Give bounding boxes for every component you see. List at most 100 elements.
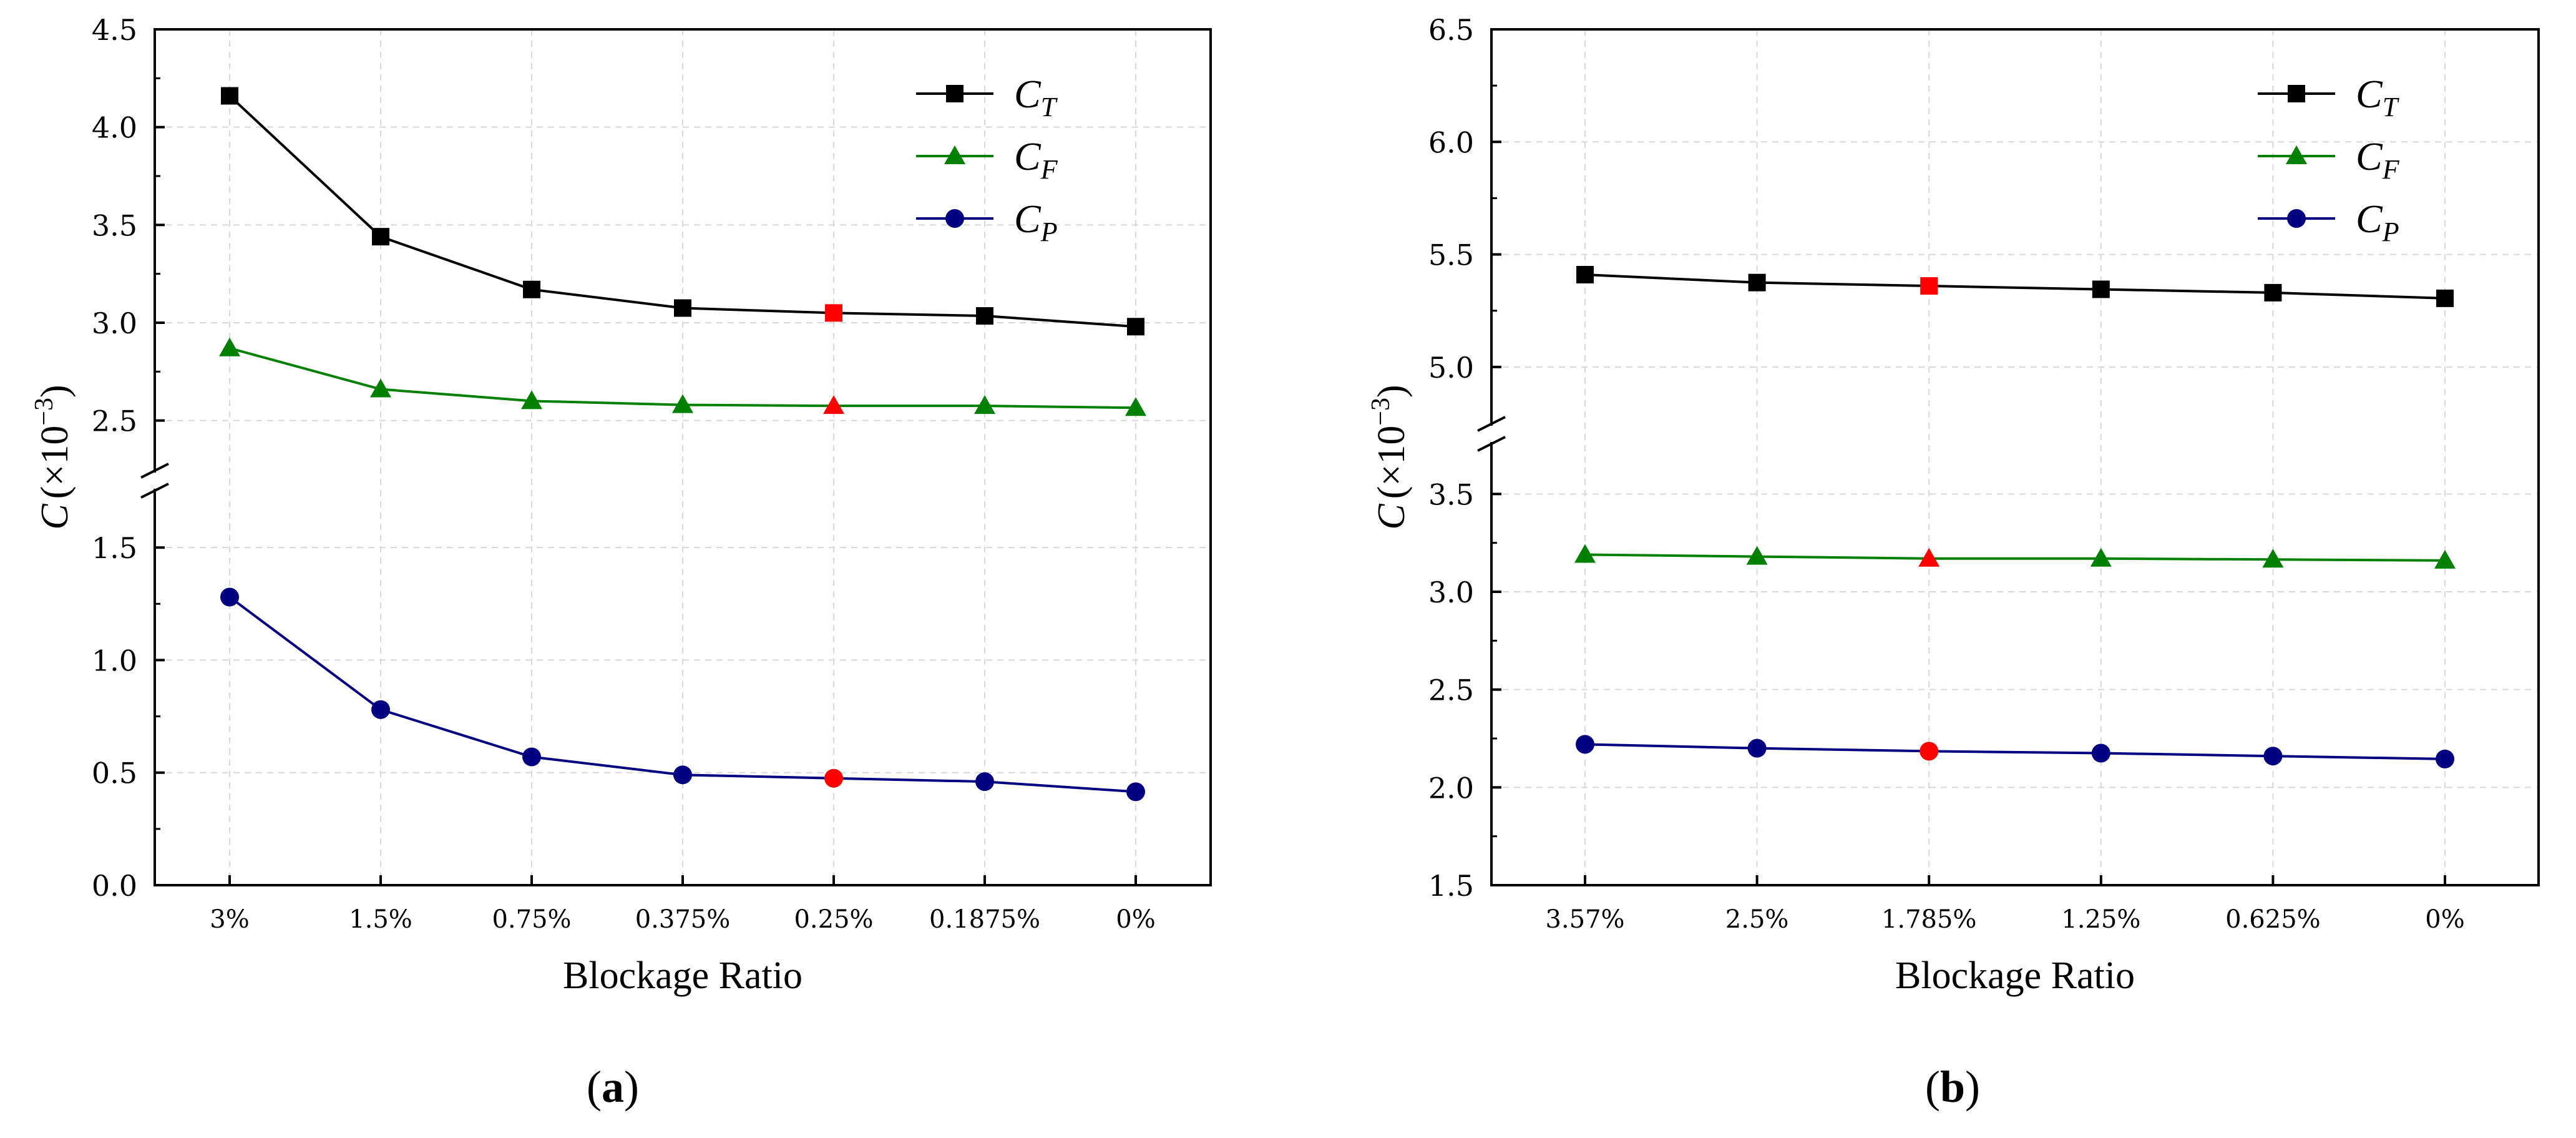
- y-axis-title-exponent: −3: [30, 398, 59, 426]
- data-point-T: [1576, 266, 1594, 284]
- y-tick-label: 5.5: [1428, 238, 1474, 272]
- y-axis-title: C (×10−3): [30, 385, 76, 529]
- y-tick-label: 6.5: [1428, 13, 1474, 47]
- data-point-T: [2092, 280, 2110, 298]
- data-point-F: [1125, 397, 1146, 416]
- legend-label-subscript: F: [2382, 154, 2400, 185]
- data-point-F: [1918, 547, 1940, 567]
- series-line-F: [1584, 553, 2446, 562]
- x-tick-label: 0.375%: [635, 905, 731, 934]
- data-point-P: [2436, 749, 2454, 768]
- y-tick-label: 1.5: [1428, 869, 1474, 903]
- y-tick-label: 4.5: [92, 13, 137, 47]
- y-tick-label: 2.0: [1428, 771, 1474, 805]
- data-point-P: [522, 747, 541, 767]
- y-axis-title-exponent: −3: [1367, 398, 1395, 426]
- legend-label: CF: [2356, 134, 2400, 185]
- data-point-P: [2263, 747, 2283, 766]
- data-point-F: [1746, 546, 1768, 565]
- data-point-T: [825, 304, 842, 322]
- data-point-P: [2091, 743, 2110, 763]
- x-tick-label: 3.57%: [1545, 905, 1624, 934]
- x-tick-label: 0.625%: [2225, 905, 2321, 934]
- data-point-F: [521, 390, 542, 410]
- y-axis-title-close: ): [1370, 385, 1413, 398]
- series-line-T: [1584, 273, 2446, 300]
- data-point-P: [1920, 742, 1939, 761]
- legend-label: CF: [1014, 134, 1058, 185]
- data-point-T: [372, 228, 389, 246]
- legend-label-symbol: C: [1014, 134, 1042, 179]
- data-point-P: [220, 587, 239, 607]
- data-point-F: [370, 378, 391, 398]
- legend-marker: [946, 85, 964, 102]
- data-point-T: [2436, 289, 2454, 307]
- data-point-P: [1747, 738, 1767, 758]
- axis-break-mark: [140, 463, 169, 479]
- data-point-F: [1574, 544, 1596, 563]
- y-axis-title-close: ): [34, 385, 76, 398]
- y-axis-title-unit: (×10: [34, 426, 76, 499]
- legend-marker: [944, 145, 965, 164]
- x-tick-label: 0%: [2425, 905, 2464, 934]
- chart-panel-b: 1.5 2.0 2.5 3.0 3.5 5.0 5.5 6.0 6.5 3.57% 2.5% 1.78…: [1367, 13, 2540, 997]
- data-point-P: [1576, 735, 1594, 754]
- x-tick-label: 1.5%: [349, 905, 412, 934]
- chart-panel-a: 0.0 0.5 1.0 1.5 2.5 3.0 3.5 4.0 4.5 3% 1.5% 0.75% 0.…: [30, 13, 1212, 997]
- series-line-P: [1584, 743, 2446, 760]
- legend-label: CP: [1014, 197, 1058, 247]
- data-point-P: [824, 768, 843, 788]
- x-tick-label: 0.25%: [794, 905, 873, 934]
- data-point-F: [2090, 547, 2112, 567]
- data-point-T: [1748, 273, 1766, 292]
- y-tick-label: 0.0: [92, 869, 137, 903]
- y-tick-label: 2.5: [1428, 674, 1474, 707]
- y-axis-title: C (×10−3): [1367, 385, 1413, 529]
- x-tick-label: 0%: [1116, 905, 1155, 934]
- x-tick-label: 0.1875%: [929, 905, 1040, 934]
- y-tick-label: 2.5: [92, 405, 137, 438]
- data-point-F: [823, 395, 844, 414]
- x-axis-title: Blockage Ratio: [563, 954, 803, 997]
- data-point-P: [673, 765, 692, 785]
- legend-marker: [2287, 209, 2306, 228]
- data-point-T: [1127, 318, 1144, 336]
- legend-label-subscript: T: [2383, 92, 2400, 122]
- data-point-T: [2264, 283, 2282, 302]
- y-tick-label: 3.0: [92, 307, 137, 340]
- axis-break-mark: [1477, 436, 1506, 452]
- legend-label-subscript: T: [1041, 92, 1058, 122]
- data-point-F: [672, 394, 693, 413]
- axis-break-mark: [140, 483, 169, 499]
- x-tick-label: 3%: [210, 905, 249, 934]
- legend-label-subscript: P: [1040, 217, 1058, 247]
- legend-marker: [945, 209, 964, 228]
- legend-label-symbol: C: [1014, 72, 1042, 116]
- y-axis-title-symbol: C: [34, 504, 76, 530]
- plot-frame: [1490, 28, 2540, 886]
- x-tick-label: 1.785%: [1881, 905, 1977, 934]
- data-point-P: [371, 700, 390, 719]
- legend-label-symbol: C: [2356, 197, 2383, 241]
- legend-label: CP: [2356, 197, 2399, 247]
- y-axis-title-unit: (×10: [1370, 426, 1413, 499]
- legend-label-subscript: P: [2382, 217, 2399, 247]
- legend-label-symbol: C: [2356, 134, 2383, 179]
- legend-label: CT: [2356, 72, 2400, 122]
- legend-label-subscript: F: [1040, 154, 1058, 185]
- data-point-F: [2262, 549, 2284, 568]
- y-tick-label: 6.0: [1428, 125, 1474, 159]
- panel-label-a: (a): [587, 1062, 639, 1112]
- legend-label-symbol: C: [2356, 72, 2383, 116]
- panel-label-b: (b): [1925, 1062, 1981, 1112]
- x-tick-label: 2.5%: [1725, 905, 1789, 934]
- data-point-T: [221, 87, 238, 105]
- x-tick-label: 1.25%: [2061, 905, 2140, 934]
- y-tick-label: 5.0: [1428, 351, 1474, 385]
- y-tick-label: 1.0: [92, 644, 137, 677]
- y-tick-label: 3.0: [1428, 576, 1474, 609]
- y-tick-label: 0.5: [92, 757, 137, 790]
- x-tick-label: 0.75%: [492, 905, 571, 934]
- data-point-T: [674, 299, 691, 317]
